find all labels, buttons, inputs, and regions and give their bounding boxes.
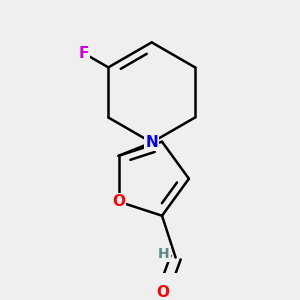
Text: H: H: [158, 247, 169, 261]
Text: O: O: [112, 194, 125, 209]
Text: N: N: [145, 135, 158, 150]
Text: F: F: [78, 46, 88, 61]
Text: O: O: [156, 285, 170, 300]
